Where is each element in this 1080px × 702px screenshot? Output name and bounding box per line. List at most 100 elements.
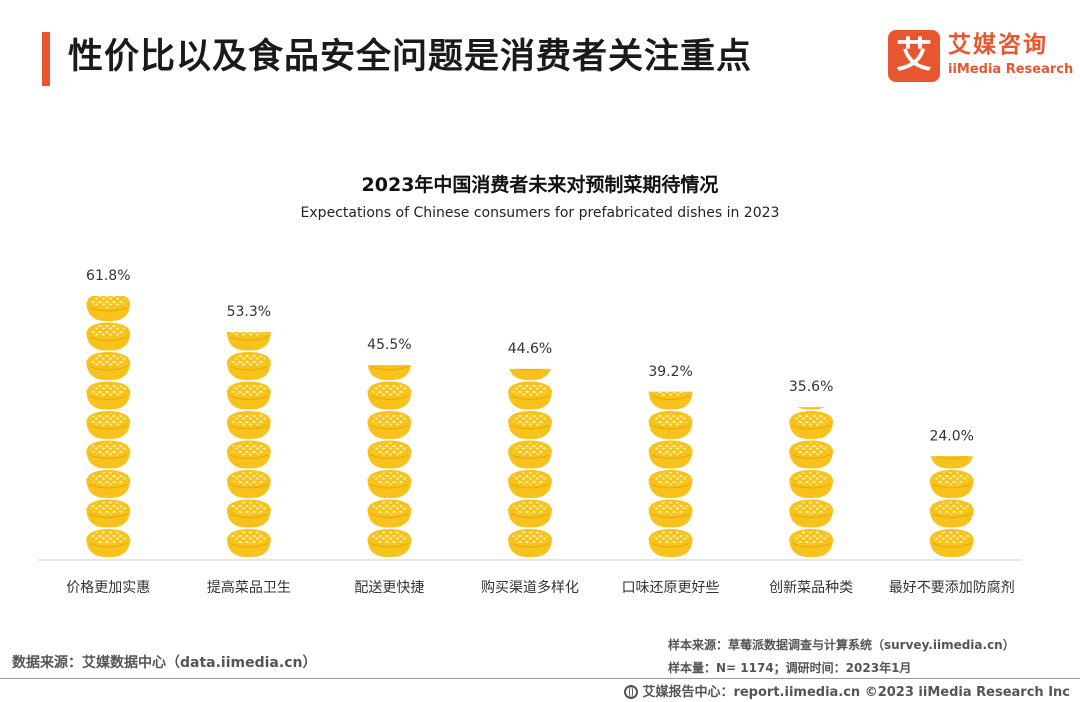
rice-grains bbox=[512, 383, 548, 397]
bowl-icon bbox=[930, 456, 973, 469]
bowl-rim-line bbox=[651, 395, 690, 400]
rice-grains bbox=[652, 472, 689, 485]
rice-grains bbox=[371, 472, 408, 485]
bowl-rim-line bbox=[89, 454, 128, 459]
rice-mound bbox=[527, 368, 533, 369]
rice-grains bbox=[933, 501, 970, 515]
bowl-rim-line bbox=[510, 454, 550, 459]
rice-grains bbox=[371, 383, 408, 397]
rice-grains bbox=[230, 531, 267, 544]
category-label: 购买渠道多样化 bbox=[481, 579, 579, 596]
rice-grains bbox=[512, 501, 548, 515]
logo-chinese-name: 艾媒咨询 bbox=[948, 32, 1048, 58]
bar-6: 35.6% 创新菜品种类 bbox=[769, 379, 853, 596]
bowl-icon bbox=[509, 368, 551, 381]
rice-grains bbox=[230, 472, 267, 485]
bowl-rim-line bbox=[89, 307, 128, 312]
rice-grains bbox=[652, 531, 689, 544]
rice-grains bbox=[231, 332, 267, 338]
rice-grains bbox=[933, 472, 970, 485]
rice-grains bbox=[793, 501, 830, 515]
bowl-rim-line bbox=[229, 425, 269, 430]
footer-divider bbox=[0, 678, 1080, 679]
value-label: 44.6% bbox=[508, 341, 552, 357]
rice-mound bbox=[940, 456, 963, 458]
bowl-rim-line bbox=[791, 484, 831, 489]
bowl-rim-line bbox=[651, 454, 690, 459]
rice-grains bbox=[371, 413, 408, 426]
rice-grains bbox=[90, 354, 127, 367]
bowl-rim-line bbox=[651, 425, 690, 430]
title-accent-bar bbox=[42, 32, 50, 86]
bowl-rim-line bbox=[932, 484, 971, 489]
bowl-rim-line bbox=[651, 484, 690, 489]
bowl-rim-line bbox=[510, 395, 550, 400]
rice-grains bbox=[512, 413, 548, 426]
bowl-rim-line bbox=[89, 366, 128, 371]
rice-grains bbox=[793, 413, 830, 426]
bowl-rim-line bbox=[370, 543, 409, 548]
bowl-rim-line bbox=[934, 456, 969, 459]
brand-logo: 艾 艾媒咨询 iiMedia Research bbox=[888, 30, 1073, 82]
value-label: 45.5% bbox=[367, 337, 411, 353]
bowl-rim-line bbox=[229, 395, 269, 400]
value-label: 61.8% bbox=[86, 268, 130, 284]
rice-grains bbox=[376, 365, 403, 367]
bar-2: 53.3% 提高菜品卫生 bbox=[207, 304, 291, 596]
logo-mark-icon: 艾 bbox=[888, 30, 940, 82]
bowl-rim-line bbox=[229, 336, 269, 341]
data-source: 数据来源：艾媒数据中心（data.iimedia.cn） bbox=[12, 655, 317, 671]
rice-grains bbox=[230, 442, 267, 456]
bowl-rim-line bbox=[370, 454, 409, 459]
bowl-rim-line bbox=[791, 425, 831, 430]
rice-grains bbox=[793, 472, 830, 485]
bowl-rim-line bbox=[229, 454, 269, 459]
bowl-rim-line bbox=[932, 513, 971, 518]
bowl-rim-line bbox=[517, 368, 543, 371]
bowl-rim-line bbox=[791, 513, 831, 518]
rice-grains bbox=[90, 413, 127, 426]
bowl-rim-line bbox=[370, 366, 409, 371]
category-label: 配送更快捷 bbox=[354, 580, 424, 596]
bowl-rim-line bbox=[229, 366, 269, 371]
bar-4: 44.6% 购买渠道多样化 bbox=[481, 341, 579, 596]
sample-source: 样本来源：草莓派数据调查与计算系统（survey.iimedia.cn） bbox=[668, 638, 1015, 652]
rice-grains bbox=[90, 442, 127, 456]
bowl-rim-line bbox=[229, 484, 269, 489]
chart-subtitle: Expectations of Chinese consumers for pr… bbox=[300, 205, 780, 221]
rice-grains bbox=[793, 442, 830, 456]
value-label: 35.6% bbox=[789, 379, 833, 395]
rice-grains bbox=[230, 413, 267, 426]
bowl-rim-line bbox=[370, 425, 409, 430]
bowl-rim-line bbox=[651, 513, 690, 518]
category-label: 创新菜品种类 bbox=[769, 580, 853, 596]
bowl-rim-line bbox=[510, 425, 550, 430]
bar-5: 39.2% 口味还原更好些 bbox=[622, 364, 720, 596]
bowl-rim-line bbox=[370, 513, 409, 518]
rice-grains bbox=[653, 391, 688, 397]
rice-grains bbox=[230, 501, 267, 515]
bowl-icon bbox=[797, 407, 825, 410]
rice-grains bbox=[652, 442, 689, 456]
bowl-rim-line bbox=[89, 425, 128, 430]
rice-grains bbox=[512, 442, 548, 456]
value-label: 24.0% bbox=[929, 428, 973, 444]
bowl-rim-line bbox=[370, 484, 409, 489]
bowl-rim-line bbox=[89, 484, 128, 489]
logo-english-name: iiMedia Research bbox=[948, 62, 1074, 77]
copyright-text: 艾媒报告中心：report.iimedia.cn ©2023 iiMedia R… bbox=[642, 685, 1070, 700]
rice-grains bbox=[90, 383, 127, 397]
bowl-rim-line bbox=[791, 543, 831, 548]
bowl-rim-line bbox=[510, 484, 550, 489]
rice-grains bbox=[371, 531, 408, 544]
rice-grains bbox=[793, 531, 830, 544]
bowl-rim-line bbox=[932, 543, 971, 548]
rice-grains bbox=[934, 443, 970, 456]
bar-7: 24.0% 最好不要添加防腐剂 bbox=[889, 428, 1015, 596]
bowl-rim-line bbox=[89, 513, 128, 518]
bowl-rim-line bbox=[89, 336, 128, 341]
bowl-rim-line bbox=[229, 543, 269, 548]
bar-1: 61.8% 价格更加实惠 bbox=[66, 268, 150, 596]
rice-grains bbox=[90, 501, 127, 515]
rice-grains bbox=[90, 472, 127, 485]
